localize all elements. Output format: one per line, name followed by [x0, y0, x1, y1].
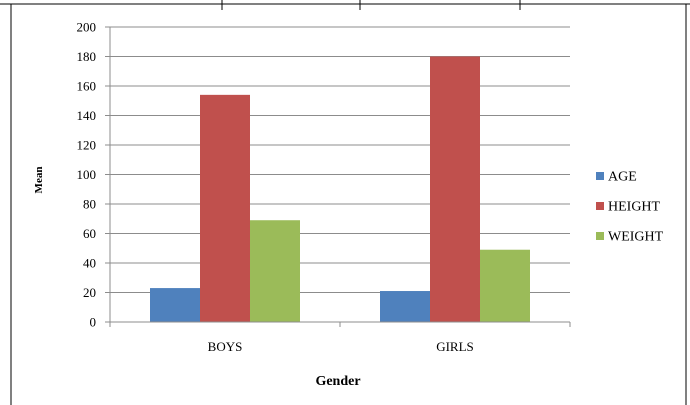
- x-category-label: BOYS: [208, 339, 243, 354]
- y-tick-label: 20: [83, 285, 96, 300]
- y-tick-label: 200: [77, 20, 97, 35]
- x-category-labels: BOYS GIRLS: [208, 339, 474, 354]
- bar-weight-boys: [250, 220, 300, 322]
- gridlines: [110, 26, 570, 293]
- y-tick-label: 100: [77, 167, 97, 182]
- bars: [150, 56, 530, 322]
- y-tick-label: 80: [83, 197, 96, 212]
- legend-label-weight: WEIGHT: [608, 230, 664, 245]
- bar-weight-girls: [480, 249, 530, 322]
- y-tick-label: 160: [77, 79, 97, 94]
- bar-age-girls: [380, 291, 430, 322]
- legend-swatch-weight: [596, 232, 604, 240]
- y-tick-label: 140: [77, 108, 97, 123]
- y-axis-title: Mean: [33, 167, 45, 194]
- y-tick-label: 120: [77, 138, 97, 153]
- y-tick-label: 40: [83, 256, 96, 271]
- bar-height-girls: [430, 56, 480, 322]
- y-tick-label: 60: [83, 226, 96, 241]
- legend-label-age: AGE: [608, 170, 637, 185]
- axes: [105, 26, 571, 327]
- bar-height-boys: [200, 94, 250, 322]
- x-axis-title: Gender: [315, 374, 360, 389]
- legend-label-height: HEIGHT: [608, 200, 661, 215]
- y-tick-label: 0: [90, 315, 97, 330]
- bar-age-boys: [150, 288, 200, 322]
- y-tick-label: 180: [77, 49, 97, 64]
- legend-swatch-height: [596, 202, 604, 210]
- legend: AGE HEIGHT WEIGHT: [596, 170, 664, 245]
- legend-swatch-age: [596, 172, 604, 180]
- x-category-label: GIRLS: [436, 339, 474, 354]
- y-tick-labels: 0 20 40 60 80 100 120 140 160 180 200: [77, 20, 97, 330]
